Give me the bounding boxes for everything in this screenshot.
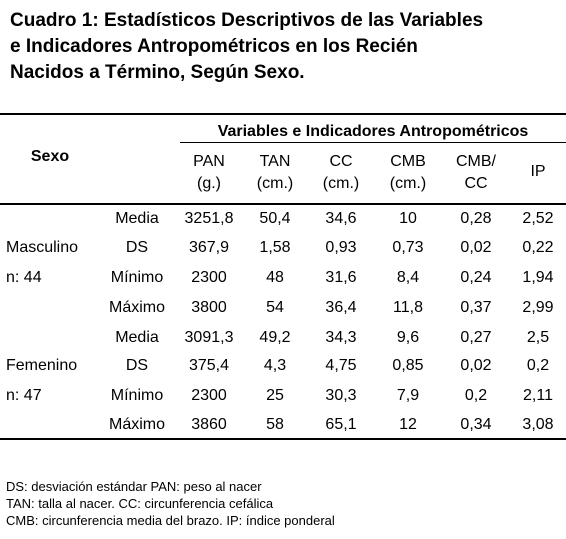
table-cell: 31,6 xyxy=(325,269,357,286)
table-cell: 7,9 xyxy=(396,387,420,404)
table-cell: 48 xyxy=(266,269,284,286)
table-cell: 3251,8 xyxy=(184,210,234,227)
table-cell: 4,75 xyxy=(325,357,357,374)
table-cell: 58 xyxy=(266,416,284,433)
stat-label: Media xyxy=(115,329,159,346)
table-cell: 375,4 xyxy=(188,357,230,374)
sex-label: Femenino xyxy=(6,357,78,374)
table-cell: 0,34 xyxy=(460,416,492,433)
table-cell: 10 xyxy=(399,210,417,227)
table-cell: 9,6 xyxy=(396,329,420,346)
table-cell: 1,58 xyxy=(259,239,291,256)
table-cell: 3800 xyxy=(191,299,227,316)
caption-line: Cuadro 1: Estadísticos Descriptivos de l… xyxy=(10,10,484,31)
column-header: TAN xyxy=(259,153,291,170)
table-cell: 30,3 xyxy=(325,387,357,404)
stat-label: DS xyxy=(125,357,149,374)
table-cell: 54 xyxy=(266,299,284,316)
table-cell: 0,02 xyxy=(460,357,492,374)
table-cell: 2,99 xyxy=(522,299,554,316)
table-cell: 2,5 xyxy=(526,329,550,346)
table-cell: 0,93 xyxy=(325,239,357,256)
table-cell: 0,2 xyxy=(464,387,488,404)
column-header: PAN xyxy=(193,153,225,170)
footnote: CMB: circunferencia media del brazo. IP:… xyxy=(6,513,335,528)
stat-label: Máximo xyxy=(108,299,165,316)
table-cell: 0,73 xyxy=(392,239,424,256)
table-cell: 0,37 xyxy=(460,299,492,316)
footnote: TAN: talla al nacer. CC: circunferencia … xyxy=(6,496,274,511)
table-cell: 2,52 xyxy=(522,210,554,227)
column-header: CC xyxy=(329,153,353,170)
table-cell: 0,2 xyxy=(526,357,550,374)
table-cell: 12 xyxy=(399,416,417,433)
caption-line: e Indicadores Antropométricos en los Rec… xyxy=(10,36,418,57)
table-cell: 11,8 xyxy=(393,299,423,316)
column-header-unit: (cm.) xyxy=(322,175,360,192)
table-cell: 34,6 xyxy=(325,210,357,227)
table-bottom-rule xyxy=(0,438,566,440)
footnote: DS: desviación estándar PAN: peso al nac… xyxy=(6,479,262,494)
column-header: CMB/ xyxy=(456,153,496,170)
sample-size-label: n: 44 xyxy=(6,269,42,286)
header-bottom-rule xyxy=(0,203,566,205)
table-cell: 49,2 xyxy=(259,329,291,346)
table-cell: 0,02 xyxy=(460,239,492,256)
table-cell: 0,24 xyxy=(460,269,492,286)
table-cell: 2300 xyxy=(191,269,227,286)
table-cell: 25 xyxy=(266,387,284,404)
table-cell: 3,08 xyxy=(522,416,554,433)
stat-label: Media xyxy=(115,210,159,227)
group-header: Variables e Indicadores Antropométricos xyxy=(217,123,529,140)
column-header-unit: CC xyxy=(464,175,488,192)
table-cell: 2,11 xyxy=(523,387,553,404)
table-top-rule xyxy=(0,113,566,115)
column-header-unit: (cm.) xyxy=(256,175,294,192)
stat-label: Máximo xyxy=(108,416,165,433)
table-cell: 367,9 xyxy=(188,239,230,256)
table-cell: 0,28 xyxy=(460,210,492,227)
table-cell: 0,22 xyxy=(522,239,554,256)
column-header-unit: (cm.) xyxy=(389,175,427,192)
table-cell: 0,85 xyxy=(392,357,424,374)
table-cell: 36,4 xyxy=(325,299,357,316)
stat-label: Mínimo xyxy=(110,269,164,286)
table-cell: 50,4 xyxy=(259,210,291,227)
caption-line: Nacidos a Término, Según Sexo. xyxy=(10,62,305,83)
table-cell: 4,3 xyxy=(263,357,287,374)
sex-label: Masculino xyxy=(6,239,79,256)
table-cell: 65,1 xyxy=(325,416,357,433)
column-header-unit: (g.) xyxy=(197,175,221,192)
table-caption: Cuadro 1: Estadísticos Descriptivos de l… xyxy=(10,8,550,86)
table-cell: 3091,3 xyxy=(184,329,234,346)
table-cell: 0,27 xyxy=(460,329,492,346)
table-cell: 2300 xyxy=(191,387,227,404)
sample-size-label: n: 47 xyxy=(6,387,42,404)
table-cell: 1,94 xyxy=(522,269,554,286)
header-group-rule xyxy=(180,142,566,143)
stat-label: Mínimo xyxy=(110,387,164,404)
table-cell: 3860 xyxy=(191,416,227,433)
column-header: IP xyxy=(530,163,546,180)
column-header: CMB xyxy=(390,153,426,170)
table-cell: 8,4 xyxy=(396,269,420,286)
sexo-header: Sexo xyxy=(30,148,70,165)
stat-label: DS xyxy=(125,239,149,256)
table-cell: 34,3 xyxy=(325,329,357,346)
